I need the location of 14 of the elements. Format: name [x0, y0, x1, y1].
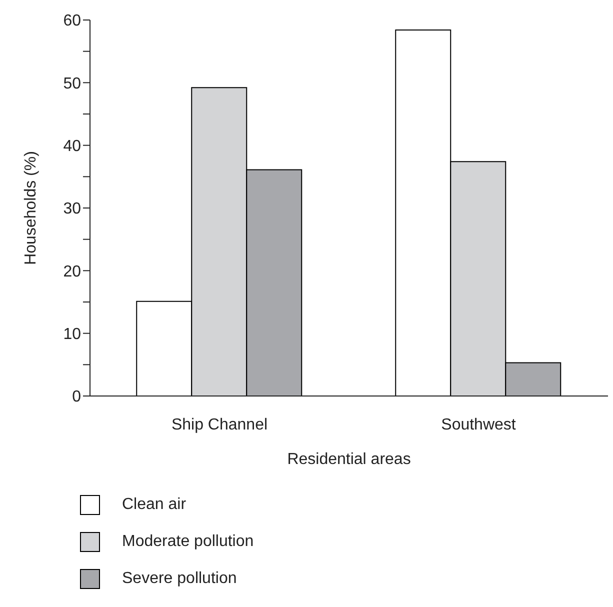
legend-label: Severe pollution: [122, 570, 237, 588]
y-tick-label: 10: [63, 326, 82, 344]
y-tick-label: 0: [72, 388, 82, 406]
y-tick-label: 50: [63, 75, 82, 92]
legend-label: Clean air: [122, 496, 186, 514]
x-tick-label: Ship Channel: [171, 416, 268, 434]
x-tick-label: Southwest: [441, 416, 516, 434]
y-tick-label: 40: [63, 138, 82, 156]
y-tick-label: 30: [63, 200, 82, 218]
legend-label: Moderate pollution: [122, 532, 254, 550]
y-axis-title: Households (%): [22, 151, 40, 265]
y-tick-label: 60: [63, 12, 82, 30]
y-tick-label: 20: [63, 263, 82, 280]
x-axis-title: Residential areas: [287, 451, 411, 468]
